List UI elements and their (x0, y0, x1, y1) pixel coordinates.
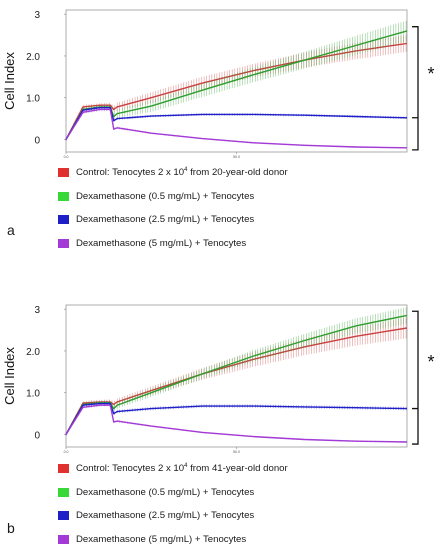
panel-label-a: a (7, 222, 15, 238)
legend-item: Dexamethasone (5 mg/mL) + Tenocytes (58, 528, 288, 551)
legend-swatch (58, 192, 69, 201)
y-tick-label: 2.0 (26, 347, 40, 358)
x-tick-label: 0.0 (64, 450, 69, 454)
legend-swatch (58, 464, 69, 473)
legend-label: Dexamethasone (0.5 mg/mL) + Tenocytes (76, 191, 254, 202)
y-tick-label: 0 (34, 135, 40, 146)
x-tick-label: 0.0 (64, 155, 69, 159)
legend-label: Dexamethasone (0.5 mg/mL) + Tenocytes (76, 487, 254, 498)
y-tick-label: 3 (34, 10, 40, 21)
legend-item: Dexamethasone (2.5 mg/mL) + Tenocytes (58, 504, 288, 528)
legend-swatch (58, 535, 69, 544)
legend-b: Control: Tenocytes 2 x 104 from 41-year-… (58, 457, 288, 551)
y-tick-label: 3 (34, 305, 40, 316)
legend-label: Control: Tenocytes 2 x 104 from 20-year-… (76, 167, 288, 178)
y-tick-label: 0 (34, 430, 40, 441)
significance-star: * (427, 352, 434, 372)
legend-swatch (58, 215, 69, 224)
legend-swatch (58, 168, 69, 177)
significance-star: * (427, 64, 434, 84)
legend-swatch (58, 488, 69, 497)
legend-swatch (58, 239, 69, 248)
legend-a: Control: Tenocytes 2 x 104 from 20-year-… (58, 161, 288, 255)
x-tick-label: 50.0 (233, 450, 240, 454)
legend-item: Dexamethasone (2.5 mg/mL) + Tenocytes (58, 208, 288, 232)
legend-label: Control: Tenocytes 2 x 104 from 41-year-… (76, 463, 288, 474)
legend-item: Dexamethasone (0.5 mg/mL) + Tenocytes (58, 481, 288, 505)
x-tick-label: 50.0 (233, 155, 240, 159)
legend-label: Dexamethasone (2.5 mg/mL) + Tenocytes (76, 214, 254, 225)
legend-item: Dexamethasone (5 mg/mL) + Tenocytes (58, 232, 288, 256)
legend-label: Dexamethasone (5 mg/mL) + Tenocytes (76, 238, 246, 249)
legend-swatch (58, 511, 69, 520)
legend-item: Control: Tenocytes 2 x 104 from 41-year-… (58, 457, 288, 481)
legend-label: Dexamethasone (2.5 mg/mL) + Tenocytes (76, 510, 254, 521)
significance-bracket (412, 27, 418, 150)
y-tick-label: 1.0 (26, 94, 40, 105)
y-tick-label: 1.0 (26, 389, 40, 400)
significance-bracket (412, 311, 418, 444)
y-axis-label: Cell Index (2, 52, 17, 110)
y-axis-label: Cell Index (2, 347, 17, 405)
y-tick-label: 2.0 (26, 52, 40, 63)
legend-label: Dexamethasone (5 mg/mL) + Tenocytes (76, 534, 246, 545)
panel-label-b: b (7, 520, 15, 536)
plot-area (66, 10, 407, 152)
legend-item: Control: Tenocytes 2 x 104 from 20-year-… (58, 161, 288, 185)
legend-item: Dexamethasone (0.5 mg/mL) + Tenocytes (58, 185, 288, 209)
